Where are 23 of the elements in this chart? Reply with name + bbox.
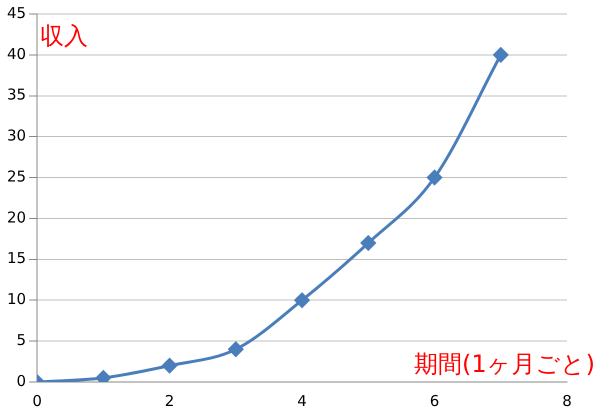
y-tick-label: 25 bbox=[6, 167, 26, 186]
x-tick-label: 0 bbox=[32, 392, 42, 410]
x-axis-title: 期間(1ヶ月ごと) bbox=[414, 350, 593, 378]
y-tick-label: 0 bbox=[16, 372, 26, 390]
point bbox=[294, 292, 310, 308]
point bbox=[493, 47, 508, 62]
point bbox=[228, 342, 244, 357]
y-tick-label: 20 bbox=[6, 208, 26, 226]
y-tick-label: 5 bbox=[16, 331, 26, 349]
y-tick-label: 35 bbox=[6, 86, 26, 104]
point bbox=[360, 235, 376, 250]
point bbox=[162, 358, 178, 374]
y-tick-label: 10 bbox=[6, 290, 26, 308]
y-axis-title: 収入 bbox=[40, 22, 88, 50]
point bbox=[427, 170, 442, 186]
x-tick-label: 4 bbox=[297, 392, 307, 410]
x-tick-label: 6 bbox=[430, 392, 440, 410]
y-tick-label: 30 bbox=[6, 126, 26, 145]
y-tick-label: 40 bbox=[6, 44, 26, 63]
y-tick-label: 15 bbox=[6, 249, 26, 268]
x-tick-label: 8 bbox=[562, 392, 572, 410]
y-tick-label: 45 bbox=[6, 4, 26, 22]
x-tick-label: 2 bbox=[164, 392, 174, 410]
